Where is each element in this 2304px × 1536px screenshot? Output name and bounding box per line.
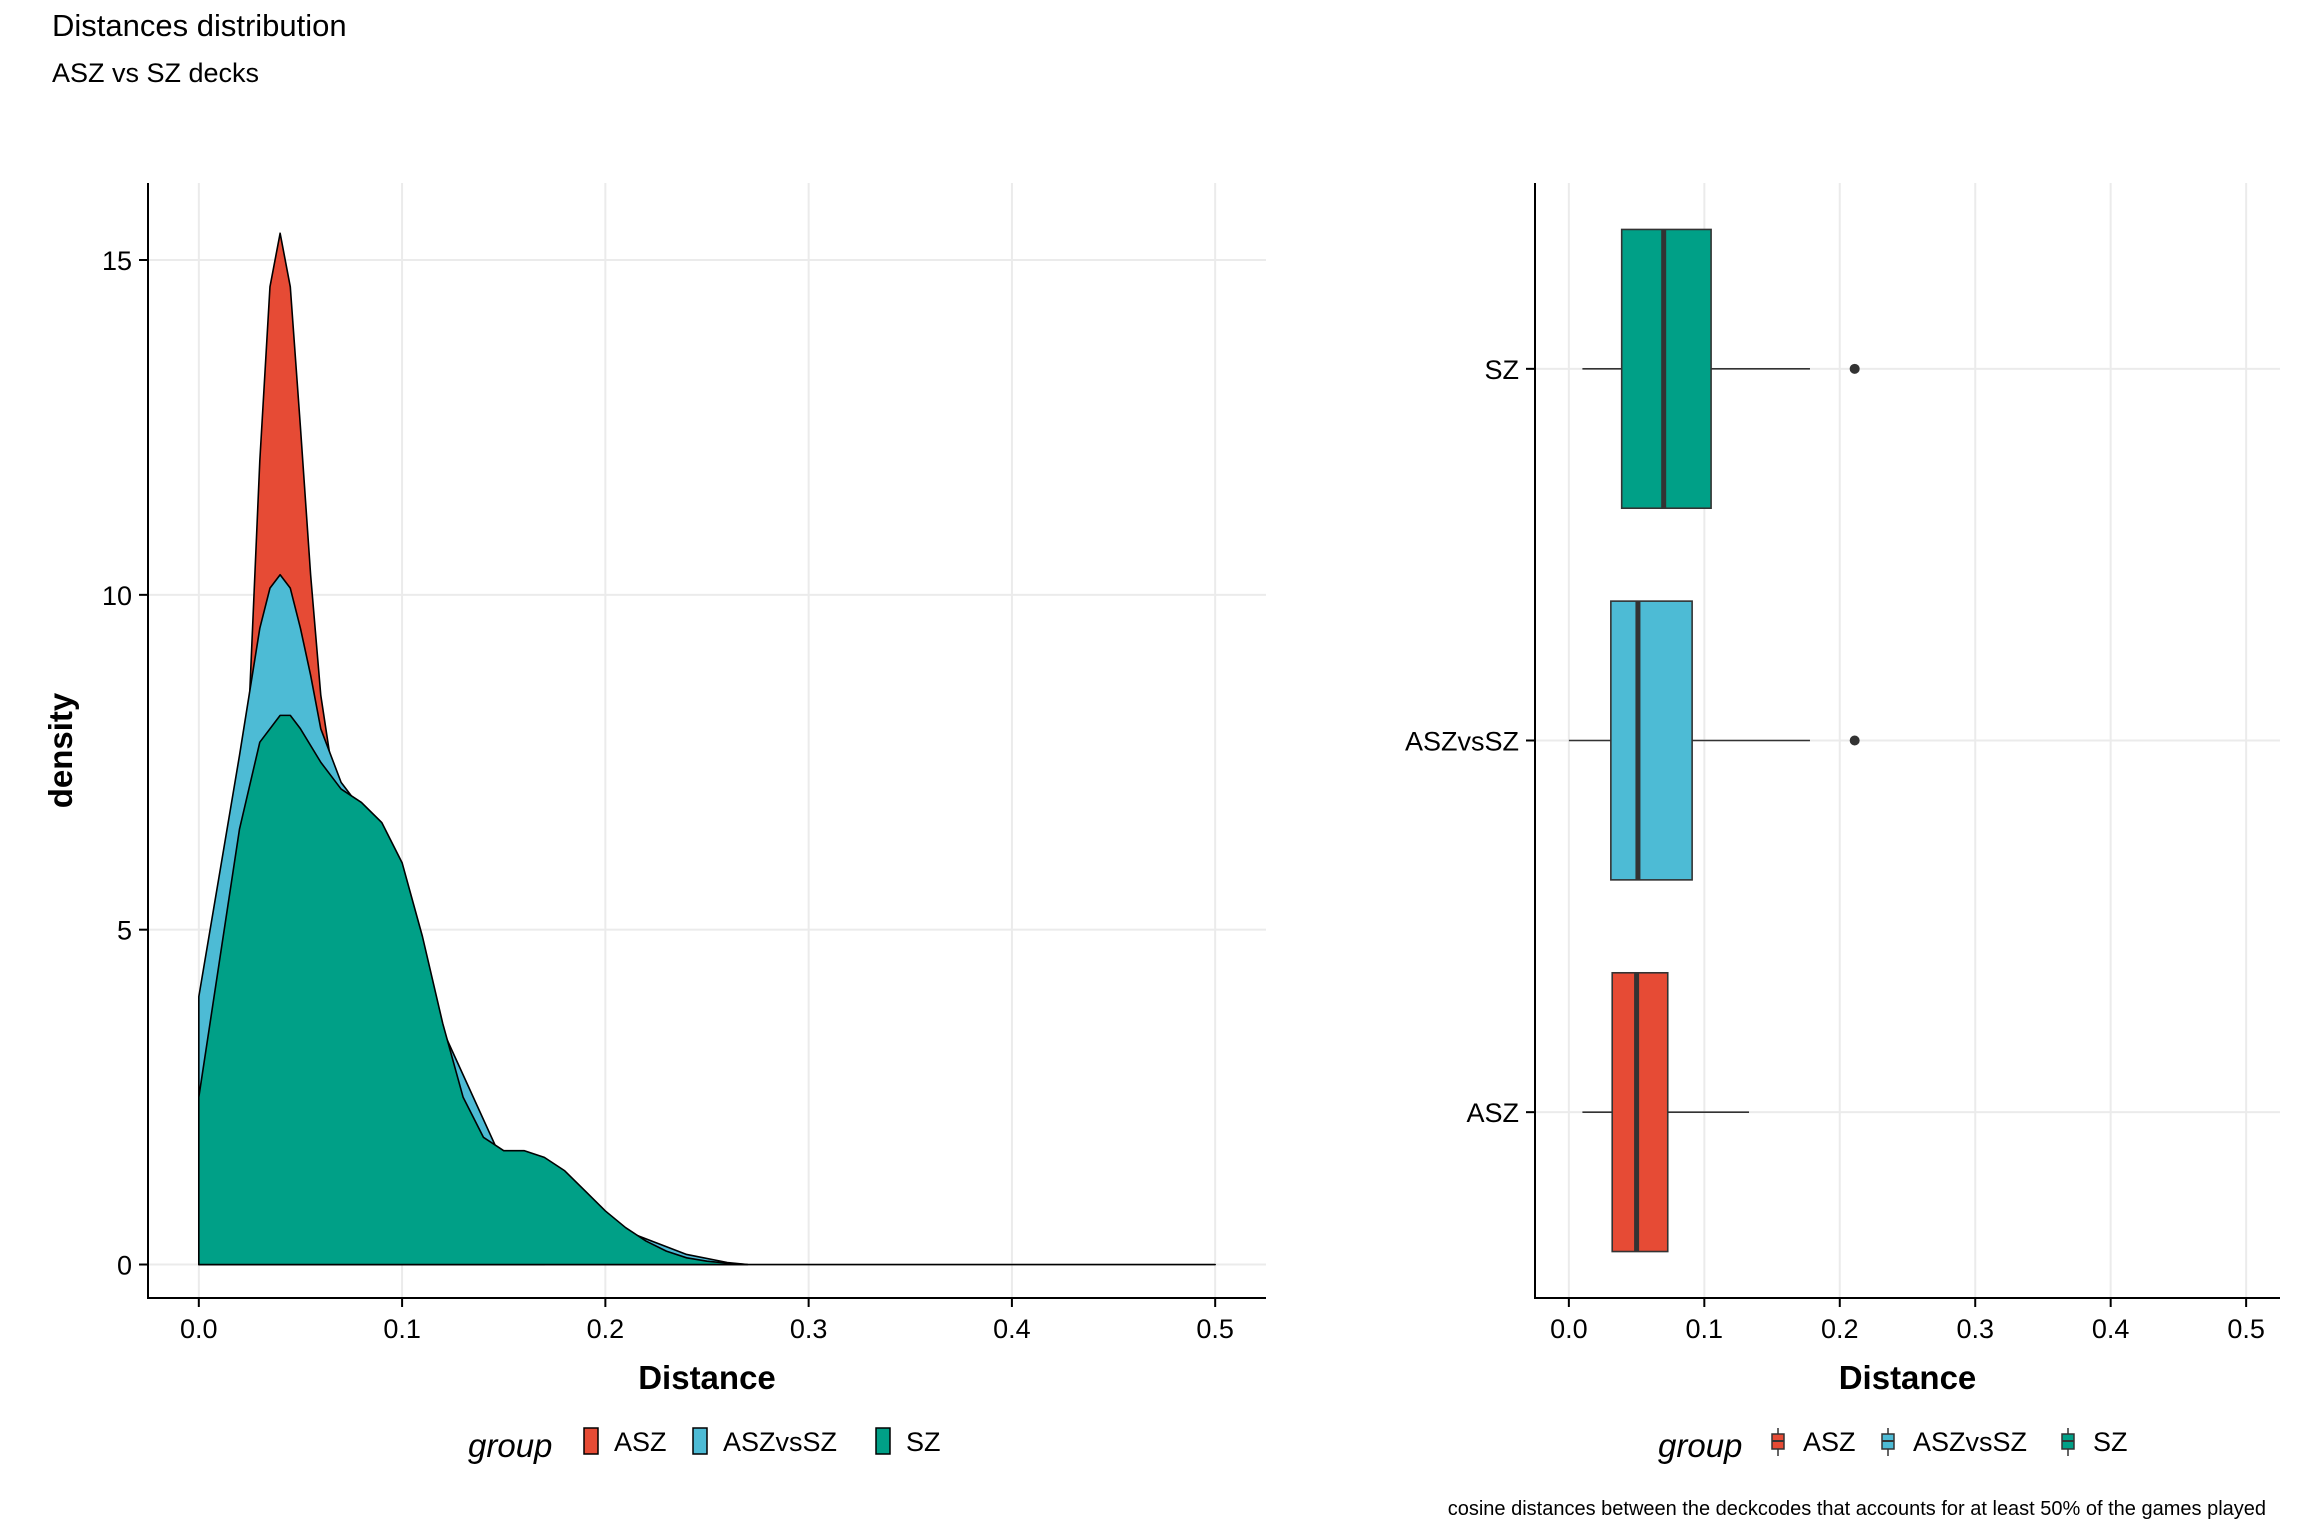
iqr-box [1611,971,1669,1253]
legend-label: ASZvsSZ [1913,1427,2027,1457]
outlier-point [1849,363,1860,374]
x-axis-title: Distance [1839,1359,1977,1396]
x-tick-label: 0.3 [790,1314,828,1344]
legend-label: ASZvsSZ [723,1427,837,1457]
legend-title: group [468,1427,552,1464]
legend-label: SZ [2093,1427,2128,1457]
box-aszvssz [1568,600,1860,881]
x-tick-label: 0.2 [1821,1314,1859,1344]
x-tick-label: 0.1 [383,1314,421,1344]
legend-title: group [1658,1427,1742,1464]
y-tick-label: 5 [117,916,132,946]
x-tick-label: 0.1 [1686,1314,1724,1344]
legend-key-asz [583,1427,599,1455]
density-chart: 0.0 0.1 0.2 0.3 0.4 0.5 0 5 10 15 Distance density g… [42,183,1266,1464]
y-tick-label: 15 [102,246,132,276]
box-sz [1582,228,1860,510]
outlier-point [1849,735,1860,746]
y-tick-label: ASZ [1466,1098,1519,1128]
iqr-box [1610,600,1693,881]
y-axis-title: density [42,692,79,808]
legend-label: ASZ [614,1427,667,1457]
y-tick-label: 10 [102,581,132,611]
x-tick-label: 0.3 [1956,1314,1994,1344]
chart-title: Distances distribution [52,8,347,43]
iqr-box [1620,228,1712,510]
legend-key-sz [875,1427,891,1455]
x-tick-label: 0.4 [993,1314,1031,1344]
x-tick-label: 0.0 [1550,1314,1588,1344]
legend-label: SZ [906,1427,941,1457]
box-asz [1582,971,1750,1253]
x-tick-label: 0.5 [2227,1314,2265,1344]
legend: group ASZ ASZvsSZ SZ [1658,1427,2128,1464]
legend-key-aszvssz [692,1427,708,1455]
legend: group ASZ ASZvsSZ SZ [468,1427,941,1464]
legend-key-aszvssz [1881,1433,1895,1450]
chart-subtitle: ASZ vs SZ decks [52,58,260,88]
legend-key-sz [2061,1433,2075,1450]
x-tick-label: 0.2 [587,1314,625,1344]
y-tick-label: 0 [117,1251,132,1281]
legend-key-asz [1771,1433,1785,1450]
y-tick-label: SZ [1484,355,1519,385]
y-tick-label: ASZvsSZ [1405,727,1519,757]
x-tick-label: 0.0 [180,1314,218,1344]
x-tick-label: 0.4 [2092,1314,2130,1344]
x-axis-title: Distance [638,1359,776,1396]
legend-label: ASZ [1803,1427,1856,1457]
chart-caption: cosine distances between the deckcodes t… [1447,1498,2266,1520]
density-area-sz [198,714,1216,1266]
x-tick-label: 0.5 [1196,1314,1234,1344]
